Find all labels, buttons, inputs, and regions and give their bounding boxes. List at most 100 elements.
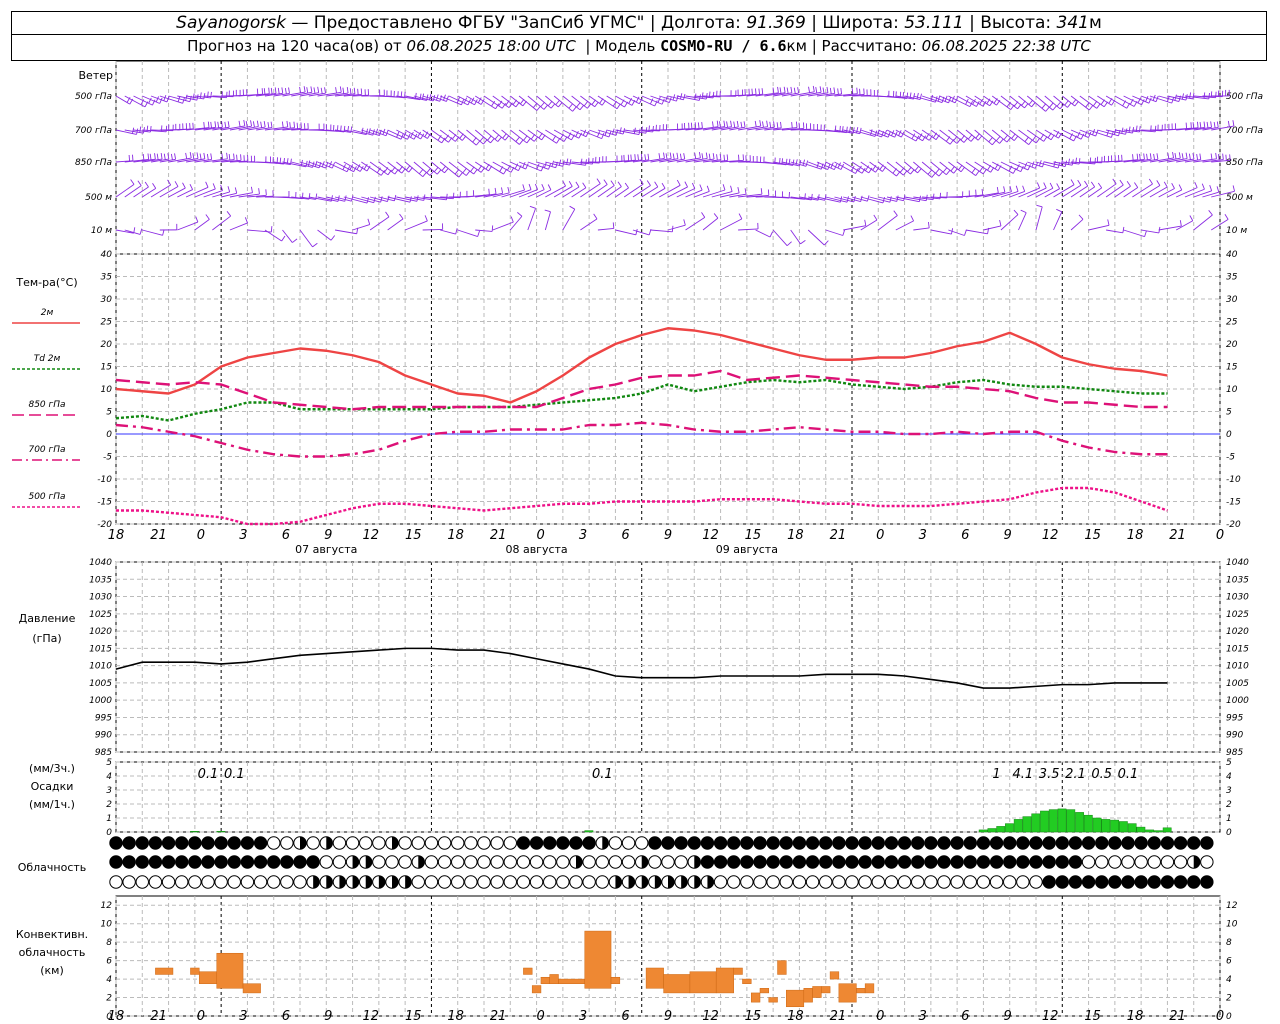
wind-barb-flag [766, 120, 769, 127]
wind-barb [956, 161, 976, 176]
wind-barb-flag [1172, 151, 1175, 159]
wind-barb-flag [243, 119, 246, 126]
wind-barb-flag [950, 166, 955, 172]
wind-barb-flag [1225, 154, 1227, 161]
cloud-symbol [411, 836, 425, 850]
wind-barb-flag [349, 164, 354, 170]
wind-barb-flag [477, 97, 482, 103]
precip-3h-label: 0.1 [224, 767, 245, 782]
x-tick-mid: 21 [150, 528, 167, 543]
wind-barb-flag [630, 154, 632, 161]
wind-barb-flag [210, 153, 213, 160]
wind-barb-flag [270, 87, 273, 94]
x-tick-bottom: 15 [745, 1009, 762, 1024]
wind-barb [755, 126, 775, 131]
pressure-tick-left: 1030 [89, 593, 112, 603]
cloud-symbol [937, 855, 951, 869]
wind-barb [510, 129, 528, 144]
conv-bar [645, 967, 664, 989]
wind-barb-flag [289, 122, 291, 129]
wind-barb-flag [1119, 179, 1124, 186]
wind-barb [1062, 184, 1082, 198]
wind-barb-flag [889, 196, 892, 203]
wind-barb-flag [385, 211, 390, 218]
wind-barb-flag [356, 164, 361, 170]
temp-tick-right: 25 [1226, 318, 1238, 328]
wind-barb-flag [1084, 180, 1089, 187]
wind-barb [895, 161, 911, 175]
precip-tick-left: 1 [106, 814, 112, 824]
wind-barb-flag [661, 182, 666, 189]
wind-barb-flag [1107, 219, 1110, 226]
wind-barb [177, 189, 193, 198]
precip-tick-left: 4 [106, 772, 112, 782]
wind-barb-flag [953, 168, 958, 174]
computed-label: Рассчитано: [821, 37, 917, 55]
cloud-symbol [858, 855, 872, 869]
wind-barb [492, 161, 512, 173]
wind-barb-flag [1156, 180, 1161, 186]
wind-barb-flag [1034, 162, 1038, 169]
wind-barb [632, 159, 649, 163]
conv-bar [829, 971, 840, 980]
wind-barb [1210, 218, 1229, 231]
wind-barb [194, 126, 216, 131]
wind-barb [939, 95, 956, 104]
wind-barb [439, 129, 456, 142]
wind-barb-flag [737, 186, 740, 194]
wind-barb-flag [174, 153, 177, 160]
wind-barb-flag [918, 133, 923, 139]
conv-bar [190, 967, 200, 975]
wind-barb-flag [196, 94, 199, 101]
wind-barb [1211, 125, 1234, 131]
wind-barb-flag [357, 88, 359, 95]
cloud-symbol [161, 875, 176, 889]
cloud-symbol [1187, 836, 1201, 850]
temp-tick-left: -20 [97, 520, 112, 530]
temp-legend-label: 850 гПа [28, 400, 65, 410]
wind-barb-flag [543, 104, 549, 110]
cloud-symbol [516, 836, 531, 850]
wind-barb [869, 129, 889, 138]
wind-barb [694, 158, 715, 163]
wind-barb [650, 158, 672, 163]
wind-barb-flag [596, 178, 601, 184]
conv-bar [689, 971, 717, 994]
wind-barb-flag [1174, 152, 1177, 160]
wind-barb-flag [432, 94, 436, 102]
wind-barb-flag [1085, 102, 1090, 108]
wind-barb [1114, 185, 1131, 198]
wind-barb-flag [1035, 137, 1041, 144]
wind-barb-flag [865, 165, 870, 171]
wind-barb [474, 95, 496, 110]
wind-barb [238, 126, 259, 131]
wind-barb-flag [1201, 183, 1205, 190]
wind-barb [1149, 95, 1172, 104]
wind-barb [825, 196, 848, 203]
wind-barb-flag [1095, 130, 1099, 137]
wind-barb [448, 161, 467, 176]
cloud-symbol [306, 836, 320, 850]
wind-barb [115, 129, 137, 135]
cloud-symbol [1173, 875, 1188, 889]
wind-barb [1123, 129, 1140, 133]
wind-barb [378, 129, 402, 140]
cloud-symbol [240, 836, 255, 850]
wind-level-left: 700 гПа [75, 126, 112, 136]
precip-bar [1075, 812, 1084, 833]
wind-barb-flag [167, 153, 170, 160]
wind-barb [650, 187, 666, 198]
wind-barb [825, 161, 842, 170]
cloud-symbol [122, 875, 136, 889]
wind-barb [588, 95, 603, 106]
precip-3h-label: 4.1 [1013, 767, 1034, 782]
wind-barb-flag [1067, 102, 1072, 108]
wind-barb [378, 196, 395, 202]
wind-barb [326, 129, 345, 133]
wind-barb [650, 229, 673, 233]
cloud-symbol [1068, 855, 1083, 869]
wind-barb [405, 196, 424, 201]
cloud-symbol [464, 875, 478, 889]
wind-barb-flag [1139, 125, 1141, 133]
temp-tick-left: 40 [101, 250, 113, 260]
